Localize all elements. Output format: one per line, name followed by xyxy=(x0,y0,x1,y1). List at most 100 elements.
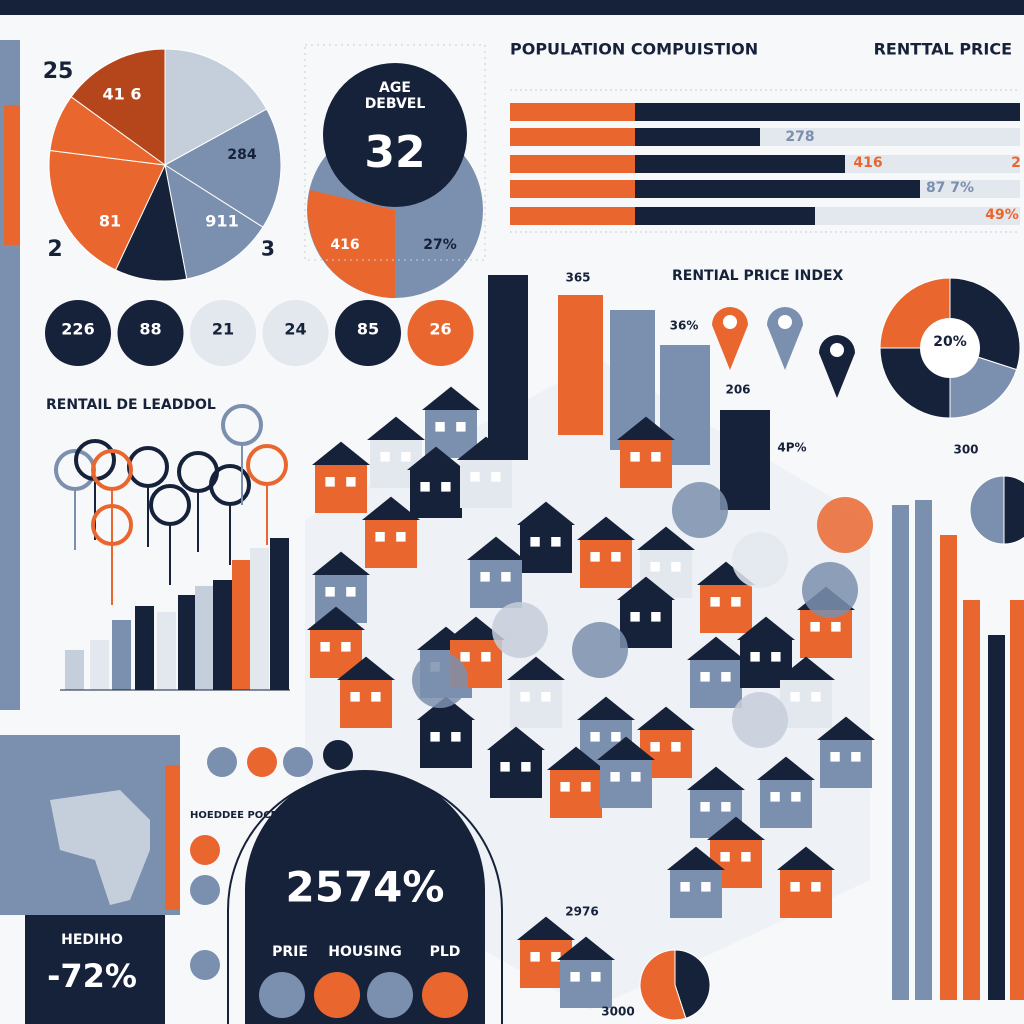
tower xyxy=(488,275,528,460)
pin-hole xyxy=(830,343,844,357)
house-roof xyxy=(617,416,675,440)
age-value: 32 xyxy=(364,127,425,178)
house-roof xyxy=(557,936,615,960)
house-body xyxy=(520,525,572,573)
house-window xyxy=(451,732,461,742)
house-window xyxy=(441,482,451,492)
mini-bar xyxy=(250,548,269,690)
house-roof xyxy=(597,736,655,760)
house-window xyxy=(770,792,780,802)
house-window xyxy=(631,772,641,782)
side-strip xyxy=(4,105,20,245)
house-roof xyxy=(817,716,875,740)
pin xyxy=(767,307,803,370)
house-window xyxy=(456,422,466,432)
house-roof xyxy=(687,766,745,790)
bar-label: 278 xyxy=(785,129,814,145)
mini-bar xyxy=(178,595,197,690)
house-window xyxy=(630,452,640,462)
rental-left-title: RENTAIL DE LEADDOL xyxy=(46,397,216,413)
house-roof xyxy=(707,816,765,840)
pie-label: 2 xyxy=(47,237,62,262)
house-window xyxy=(611,732,621,742)
house-body xyxy=(780,870,832,918)
age-line: DEBVEL xyxy=(365,96,426,112)
house-body xyxy=(560,960,612,1008)
pie-label: 41 6 xyxy=(103,85,142,104)
house-window xyxy=(481,652,491,662)
house-body xyxy=(620,600,672,648)
mini-bar xyxy=(195,586,214,690)
house-roof xyxy=(507,656,565,680)
house-window xyxy=(701,882,711,892)
tower xyxy=(720,410,770,510)
house-window xyxy=(591,972,601,982)
house-window xyxy=(700,672,710,682)
house-roof xyxy=(312,441,370,465)
house-roof xyxy=(467,536,525,560)
small-pie xyxy=(969,475,1005,545)
house-window xyxy=(530,537,540,547)
house-window xyxy=(741,852,751,862)
pie-slice xyxy=(70,48,166,166)
house-body xyxy=(365,520,417,568)
dot xyxy=(190,950,220,980)
house-window xyxy=(435,422,445,432)
house-window xyxy=(721,672,731,682)
circle-label: 24 xyxy=(284,320,306,339)
house-roof xyxy=(312,551,370,575)
house-body xyxy=(760,780,812,828)
house-window xyxy=(671,562,681,572)
pin xyxy=(819,335,855,398)
age-right: 27% xyxy=(423,237,457,253)
house-window xyxy=(320,642,330,652)
mini-bar xyxy=(65,650,84,690)
city-label: 4P% xyxy=(777,441,806,455)
donut-below: 300 xyxy=(953,443,978,457)
house-window xyxy=(611,552,621,562)
bottom-pie xyxy=(639,949,687,1021)
arch-dot xyxy=(314,972,360,1018)
circle-label: 88 xyxy=(139,320,161,339)
house-window xyxy=(851,752,861,762)
house-window xyxy=(460,652,470,662)
house-window xyxy=(325,587,335,597)
top-band xyxy=(0,0,1024,15)
pop-bar-orange xyxy=(510,128,635,146)
pie-label: 284 xyxy=(227,147,256,163)
city-label: 206 xyxy=(725,383,750,397)
bottom-pie xyxy=(674,949,711,1019)
population-title: POPULATION COMPUISTION xyxy=(510,40,758,59)
right-bar xyxy=(892,505,909,1000)
house-roof xyxy=(417,696,475,720)
pop-bar-navy xyxy=(635,103,1020,121)
house-window xyxy=(500,762,510,772)
donut-center: 20% xyxy=(933,334,967,350)
house-body xyxy=(420,720,472,768)
stat-value: -72% xyxy=(47,957,137,995)
house-window xyxy=(491,472,501,482)
house-window xyxy=(350,692,360,702)
house-window xyxy=(680,882,690,892)
house-roof xyxy=(667,846,725,870)
house-window xyxy=(710,597,720,607)
pop-bar-navy xyxy=(635,180,920,198)
pie-label: 25 xyxy=(43,59,74,84)
house-window xyxy=(396,532,406,542)
mini-bar xyxy=(135,606,154,690)
house-window xyxy=(811,882,821,892)
mini-bar xyxy=(213,580,232,690)
circle-label: 26 xyxy=(429,320,451,339)
house-roof xyxy=(517,916,575,940)
house-roof xyxy=(367,416,425,440)
tree xyxy=(817,497,873,553)
house-roof xyxy=(517,501,575,525)
house-body xyxy=(670,870,722,918)
house-roof xyxy=(307,606,365,630)
house-window xyxy=(420,482,430,492)
pie-label: 911 xyxy=(205,212,238,231)
circle-label: 21 xyxy=(212,320,234,339)
house-roof xyxy=(337,656,395,680)
small-pie xyxy=(1003,475,1024,545)
stat-label: HEDIHO xyxy=(61,932,123,948)
